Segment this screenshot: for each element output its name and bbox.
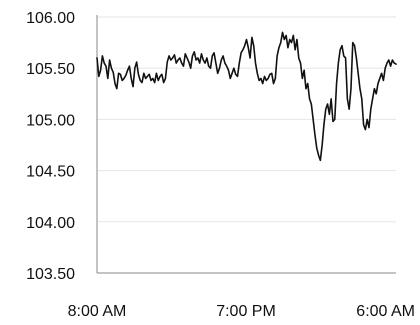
y-tick-label: 105.00 — [26, 112, 75, 129]
series-line-0 — [96, 31, 397, 162]
y-tick-label: 104.00 — [26, 215, 75, 232]
y-tick-label: 106.00 — [26, 10, 75, 27]
y-axis-tick-labels: 106.00 105.50 105.00 104.50 104.00 103.50 — [26, 10, 75, 283]
gridlines — [97, 16, 396, 223]
series-group — [96, 31, 397, 162]
y-tick-label: 105.50 — [26, 61, 75, 78]
y-tick-label: 103.50 — [26, 266, 75, 283]
y-tick-label: 104.50 — [26, 164, 75, 181]
x-tick-label: 7:00 PM — [216, 303, 276, 320]
x-tick-label: 8:00 AM — [68, 303, 127, 320]
x-axis-tick-labels: 8:00 AM 7:00 PM 6:00 AM — [68, 303, 415, 320]
x-tick-label: 6:00 AM — [356, 303, 415, 320]
